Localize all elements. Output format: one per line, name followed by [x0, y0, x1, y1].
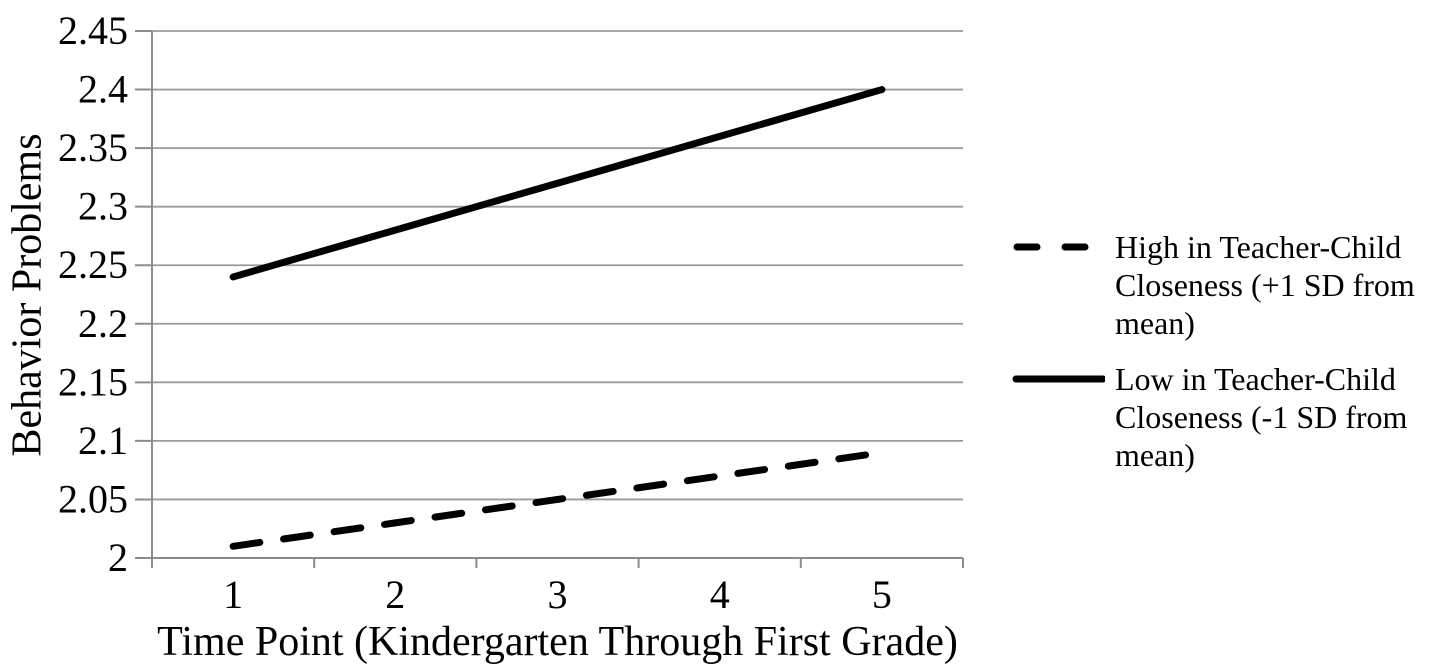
- plot-area: 2 2.05 2.1 2.15 2.2 2.25 2.3 2.35 2.4 2.45 1 2 3 4 5: [58, 8, 964, 617]
- legend-label-high-closeness: High in Teacher-Child Closeness (+1 SD f…: [1115, 229, 1415, 341]
- legend-entry-low-closeness: Low in Teacher-Child Closeness (-1 SD fr…: [1005, 360, 1453, 474]
- x-tick-label: 2: [385, 572, 405, 617]
- series-line-dashed: [229, 449, 886, 550]
- y-tick-label: 2.05: [58, 476, 128, 521]
- y-axis-title: Behavior Problems: [4, 133, 51, 457]
- y-tick-label: 2.35: [58, 125, 128, 170]
- solid-line-icon: [1012, 375, 1105, 383]
- x-tick-label: 3: [548, 572, 568, 617]
- y-tick-label: 2.15: [58, 359, 128, 404]
- x-tick-label: 5: [872, 572, 892, 617]
- series-line-solid: [229, 86, 886, 281]
- x-axis-title: Time Point (Kindergarten Through First G…: [157, 619, 958, 665]
- legend-entry-high-closeness: High in Teacher-Child Closeness (+1 SD f…: [1005, 228, 1453, 342]
- y-tick-label: 2.4: [78, 67, 128, 112]
- y-tick-label: 2.3: [78, 184, 128, 229]
- y-tick-label: 2.1: [78, 418, 128, 463]
- legend-label-low-closeness: Low in Teacher-Child Closeness (-1 SD fr…: [1115, 361, 1408, 473]
- x-tick-label: 4: [710, 572, 730, 617]
- y-tick-label: 2.25: [58, 242, 128, 287]
- y-tick-label: 2.2: [78, 301, 128, 346]
- dashed-line-icon: [1013, 243, 1089, 251]
- y-tick-label: 2.45: [58, 8, 128, 53]
- x-tick-label: 1: [223, 572, 243, 617]
- legend: High in Teacher-Child Closeness (+1 SD f…: [1005, 228, 1453, 492]
- y-tick-label: 2: [108, 535, 128, 580]
